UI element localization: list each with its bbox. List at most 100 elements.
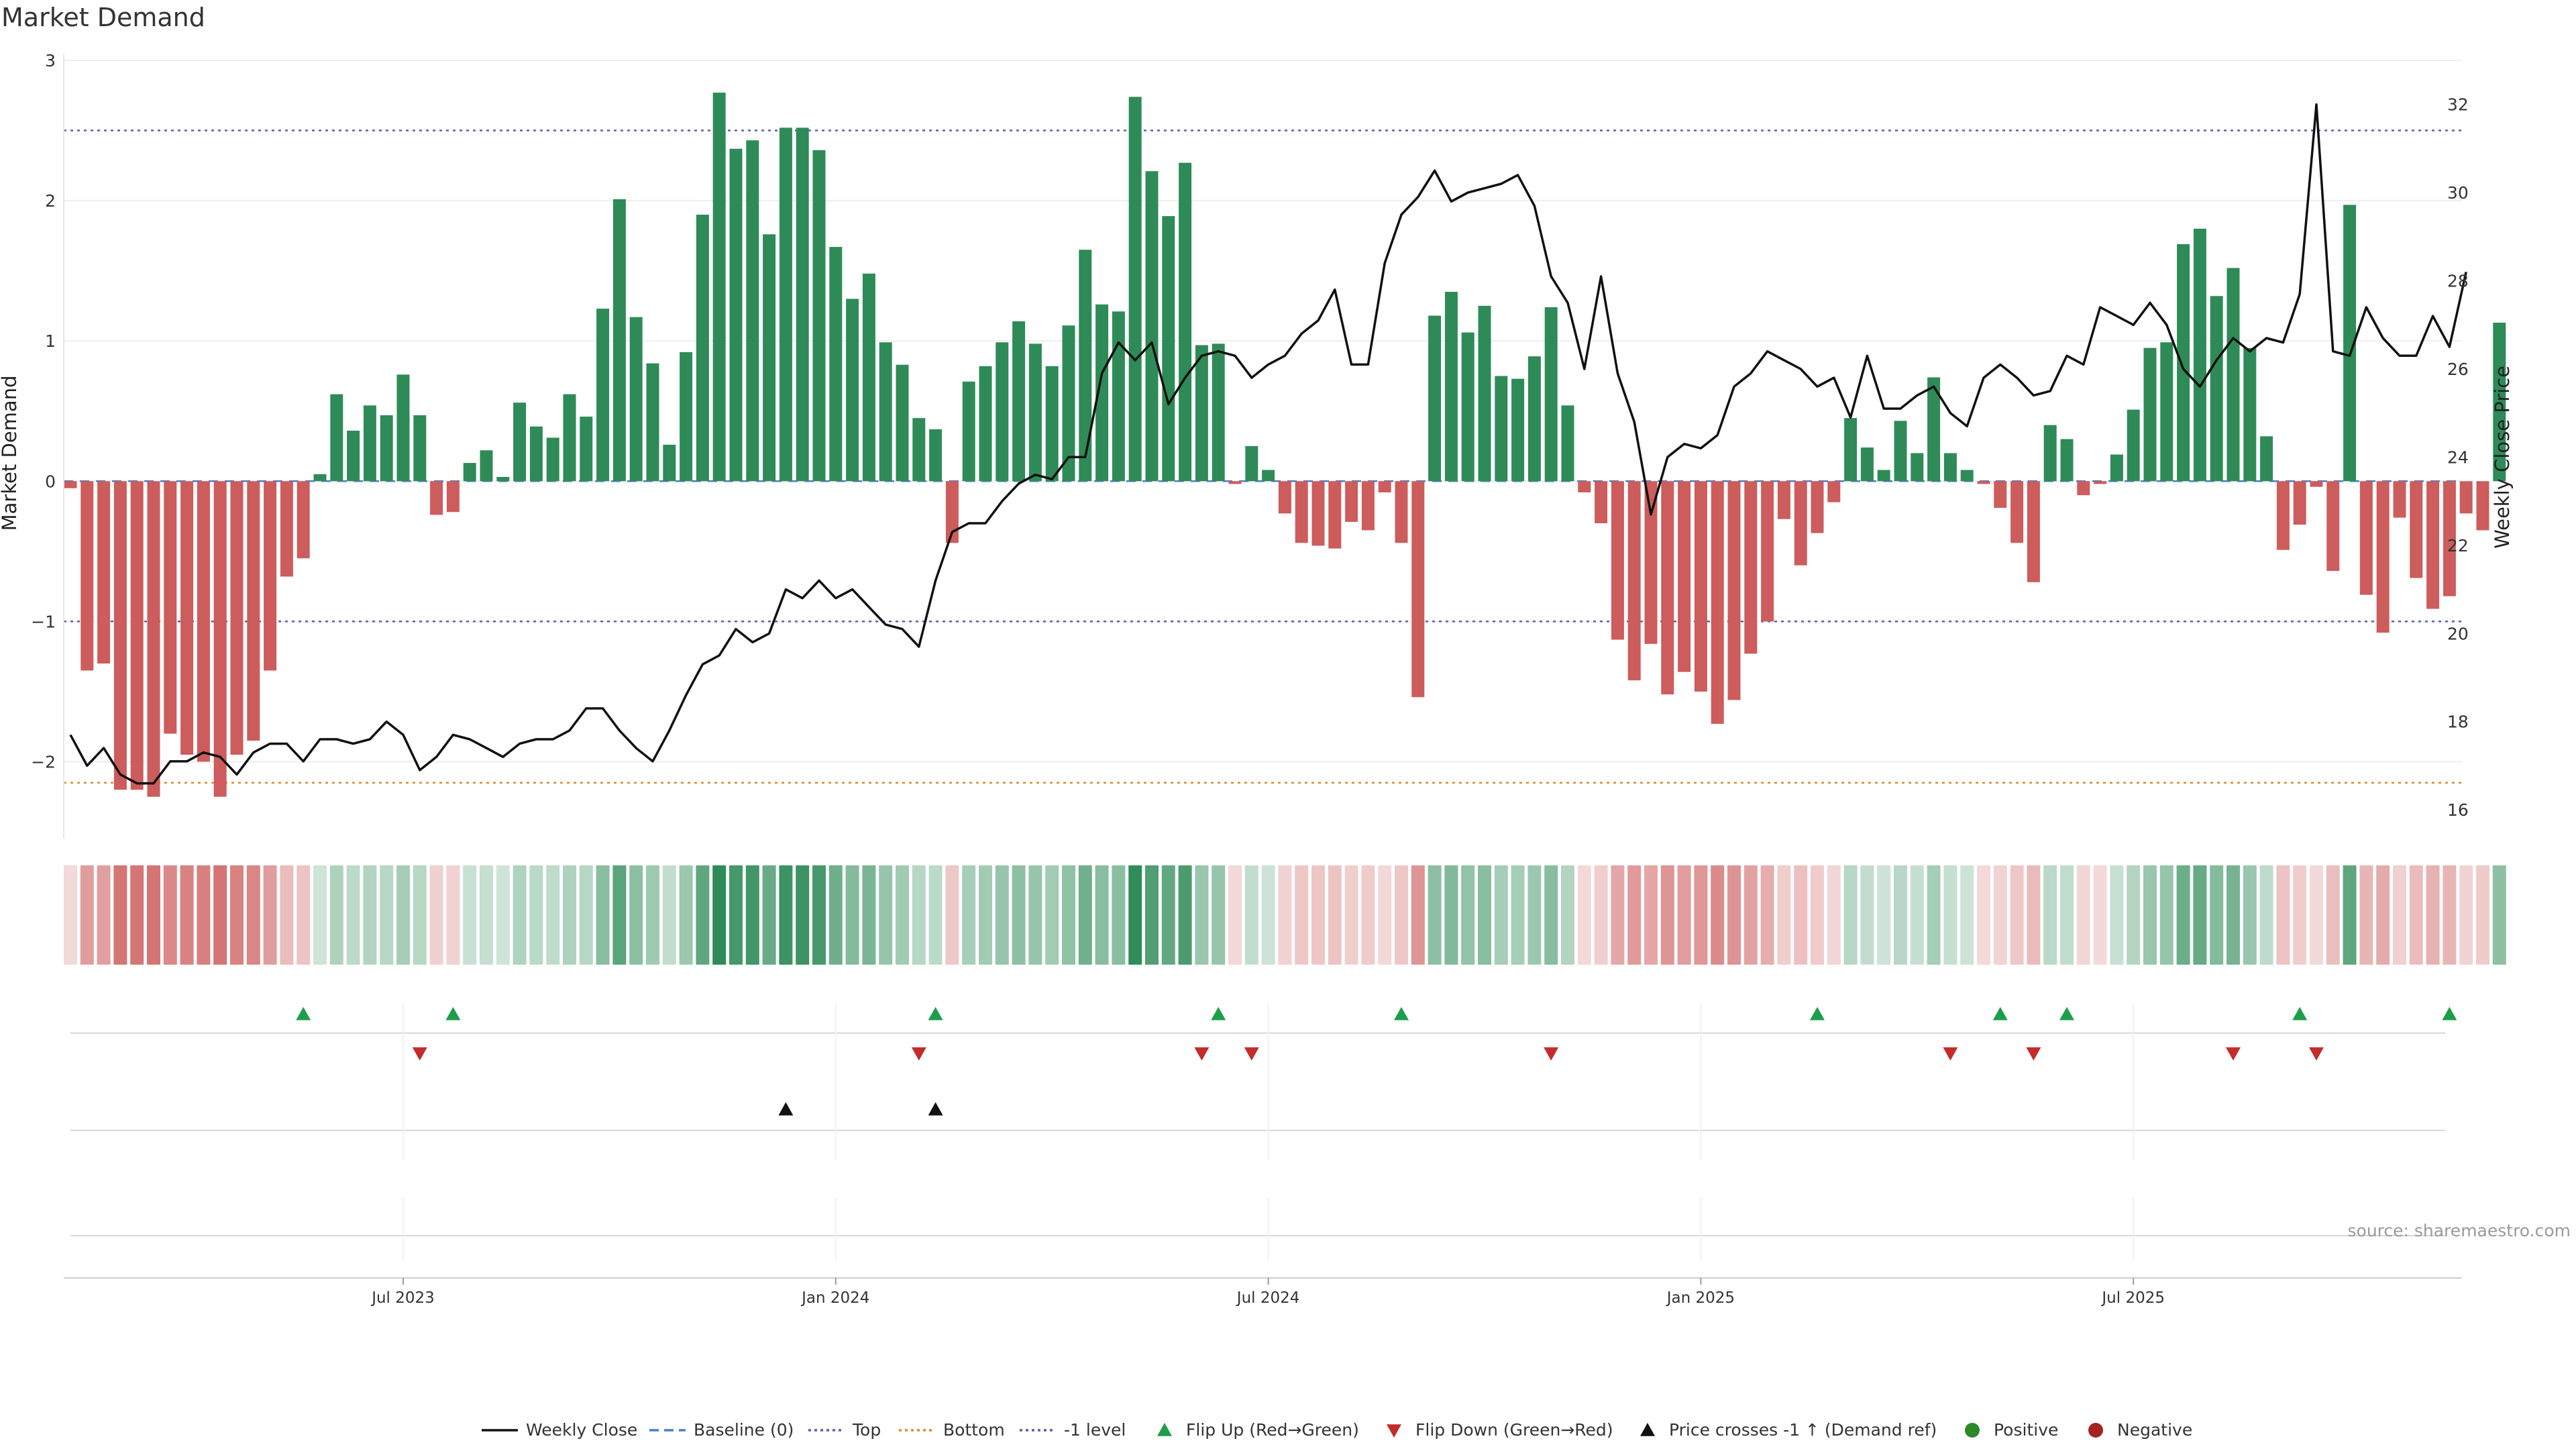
heat-cell [2293,865,2307,965]
heat-cell [213,865,227,965]
heat-cell [1660,865,1674,965]
bar-negative [1761,481,1774,622]
bar-negative [2094,481,2107,484]
bar-positive [1128,97,1142,482]
bar-positive [1844,418,1858,482]
y-right-tick-label: 28 [2447,272,2469,291]
bar-negative [2393,481,2406,518]
bar-positive [580,417,593,482]
heat-cell [1644,865,1658,965]
heat-cell [546,865,560,965]
bar-positive [563,394,576,482]
bar-negative [1345,481,1358,522]
bar-positive [1095,304,1109,482]
heat-cell [2127,865,2141,965]
heat-cell [1727,865,1741,965]
heat-cell [1195,865,1209,965]
heat-cell [1960,865,1974,965]
heat-cell [979,865,992,965]
heat-cell [80,865,94,965]
flip-up-marker [1810,1007,1825,1020]
heat-cell [879,865,893,965]
bar-negative [2077,481,2090,496]
heat-cell [1594,865,1608,965]
heat-cell [1295,865,1309,965]
y-tick-label: 1 [45,331,56,351]
bar-positive [2160,342,2174,482]
heat-cell [1112,865,1126,965]
bar-positive [2226,268,2240,482]
heat-cell [1161,865,1175,965]
heat-cell [2226,865,2240,965]
heat-cell [163,865,177,965]
bar-positive [1212,343,1225,482]
heat-cell [380,865,394,965]
bar-positive [1245,446,1258,482]
bar-negative [1328,481,1342,549]
bar-positive [1495,376,1508,482]
axes: −2 −1 0 1 2 3 16 18 20 22 24 26 28 30 32 Market Demand W… [0,51,2514,839]
heat-cell [2409,865,2423,965]
bar-positive [2260,436,2273,482]
bar-positive [1860,447,1874,482]
bar-negative [1295,481,1308,543]
heat-cell [2492,865,2506,965]
heat-cell [1028,865,1042,965]
heat-cell [429,865,443,965]
heat-cell [928,865,943,965]
bar-positive [2177,244,2190,482]
bar-positive [2243,347,2257,482]
legend-label: Flip Up (Red→Green) [1186,1420,1359,1440]
x-tick-label: Jan 2025 [1666,1289,1735,1307]
heat-cell [828,865,843,965]
bar-positive [1079,250,1092,482]
heat-cell [2459,865,2473,965]
heat-cell [1261,865,1275,965]
heat-cell [862,865,876,965]
bar-negative [164,481,177,734]
bar-positive [2193,228,2206,482]
heat-cell [263,865,277,965]
bar-positive [1262,470,1275,482]
heat-cell [2210,865,2224,965]
bar-positive [529,426,543,482]
bar-positive [1428,315,1442,482]
bar-positive [1112,311,1125,482]
heat-cell [1993,865,2007,965]
heat-cell [1361,865,1375,965]
y-right-tick-label: 22 [2447,536,2469,555]
heat-cell [2110,865,2124,965]
flip-up-marker [1394,1007,1409,1020]
heat-cell [596,865,610,965]
heat-cell [1611,865,1625,965]
bar-negative [1694,481,1707,692]
bar-positive [996,342,1009,482]
bar-positive [1927,377,1941,482]
bar-negative [1777,481,1790,519]
y-right-axis-title: Weekly Close Price [2491,366,2514,549]
heat-cell [629,865,643,965]
bar-positive [629,317,643,482]
heat-cell [2076,865,2090,965]
heat-cell [1428,865,1442,965]
legend-label: Top [852,1420,881,1440]
bar-positive [879,342,892,482]
bar-negative [1395,481,1408,543]
bar-positive [779,127,792,482]
bar-positive [763,234,776,482]
bar-positive [546,437,559,482]
bar-negative [945,481,959,543]
heat-cell [1328,865,1342,965]
bar-negative [113,481,127,790]
bar-positive [313,474,327,482]
bar-positive [347,431,360,482]
source-credit: source: sharemaestro.com [2347,1221,2571,1240]
bar-positive [1943,453,1957,482]
bar-negative [80,481,94,671]
heat-cell [2326,865,2340,965]
bar-negative [1627,481,1641,681]
weekly-close-line [69,103,2467,785]
heat-cell [1411,865,1425,965]
heat-cell [1743,865,1758,965]
flip-up-marker [2059,1007,2074,1020]
